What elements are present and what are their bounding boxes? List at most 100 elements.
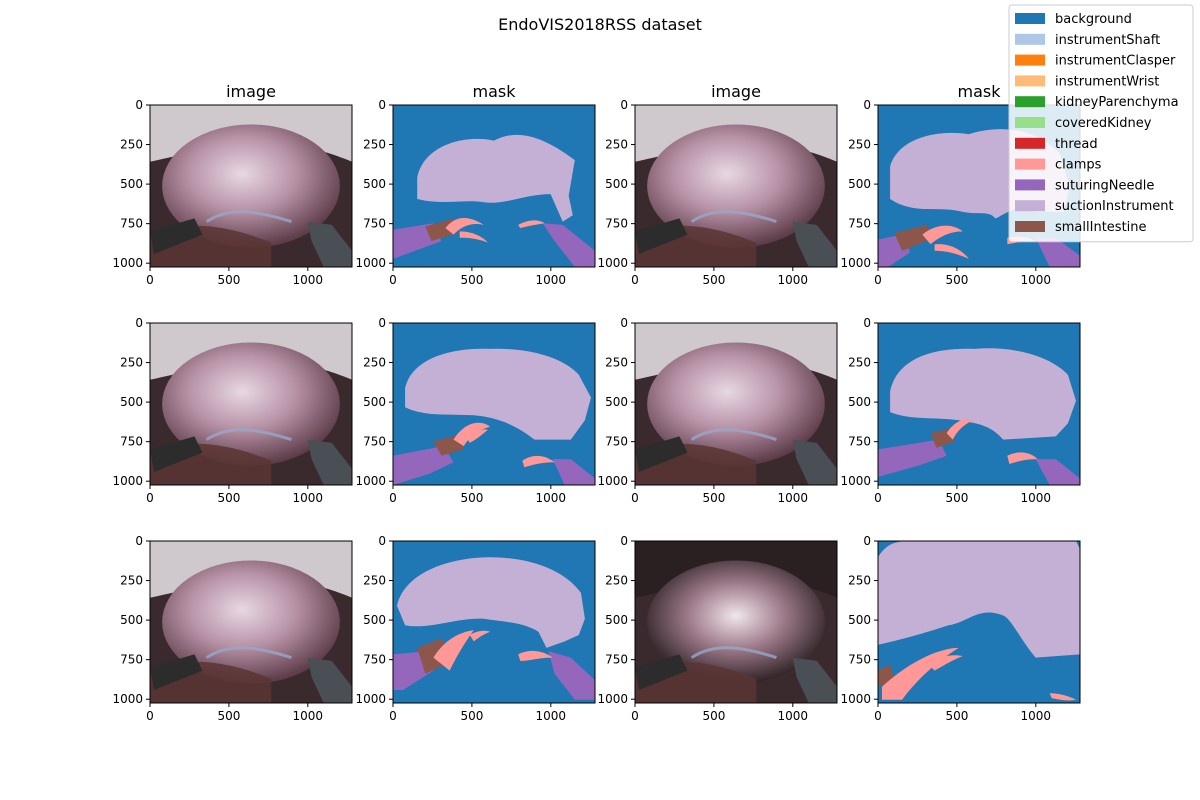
y-tick-label: 500 <box>363 177 386 191</box>
y-tick-label: 1000 <box>597 474 628 488</box>
image-instrument-right <box>307 657 352 703</box>
mask-suturing-needle <box>542 223 595 267</box>
x-tick-label: 500 <box>945 273 968 287</box>
y-tick-label: 0 <box>620 98 628 112</box>
mask-suction-instrument <box>397 557 585 648</box>
legend-label: instrumentShaft <box>1055 33 1160 48</box>
mask-clamps <box>1049 693 1076 701</box>
y-tick-label: 0 <box>620 534 628 548</box>
image-thread <box>690 646 777 660</box>
y-tick-label: 500 <box>605 177 628 191</box>
y-tick-label: 250 <box>363 138 386 152</box>
x-tick-label: 1000 <box>1021 491 1052 505</box>
y-tick-label: 500 <box>120 613 143 627</box>
x-tick-label: 1000 <box>293 491 324 505</box>
x-tick-label: 0 <box>631 273 639 287</box>
y-tick-label: 1000 <box>355 474 386 488</box>
axes-frame <box>149 322 353 486</box>
x-tick-label: 1000 <box>293 273 324 287</box>
y-tick-label: 500 <box>605 395 628 409</box>
legend-swatch <box>1015 13 1045 24</box>
image-instrument-right <box>792 439 837 485</box>
axes-frame <box>392 104 596 268</box>
legend-label: suctionInstrument <box>1055 199 1174 214</box>
mask-clamps <box>459 231 488 243</box>
y-tick-label: 750 <box>363 653 386 667</box>
mask-clamps <box>467 429 488 443</box>
axes-frame <box>877 322 1081 486</box>
y-tick-label: 0 <box>135 98 143 112</box>
column-title: mask <box>473 82 517 101</box>
mask-clamps <box>522 455 555 468</box>
x-tick-label: 500 <box>702 709 725 723</box>
legend-label: instrumentWrist <box>1055 74 1159 89</box>
image-instrument-left <box>150 436 203 472</box>
y-tick-label: 1000 <box>112 474 143 488</box>
x-tick-label: 0 <box>874 491 882 505</box>
y-tick-label: 250 <box>120 574 143 588</box>
x-tick-label: 1000 <box>536 273 567 287</box>
image-instrument-right <box>792 657 837 703</box>
image-instrument-right <box>792 221 837 267</box>
x-tick-label: 500 <box>702 273 725 287</box>
x-tick-label: 500 <box>460 491 483 505</box>
y-tick-label: 1000 <box>840 474 871 488</box>
mask-suturing-needle <box>548 651 595 700</box>
axes-frame <box>149 540 353 704</box>
y-tick-label: 0 <box>135 534 143 548</box>
y-tick-label: 0 <box>863 98 871 112</box>
y-tick-label: 1000 <box>112 692 143 706</box>
image-kidney <box>162 124 340 248</box>
image-thread <box>690 210 777 224</box>
y-tick-label: 750 <box>848 435 871 449</box>
axes-frame <box>877 540 1081 704</box>
image-thread <box>690 428 777 442</box>
x-tick-label: 500 <box>702 491 725 505</box>
mask-suturing-needle <box>1035 237 1080 267</box>
y-tick-label: 250 <box>848 574 871 588</box>
mask-suturing-needle <box>552 459 595 485</box>
x-tick-label: 0 <box>874 273 882 287</box>
mask-clamps <box>928 655 963 671</box>
y-tick-label: 750 <box>848 653 871 667</box>
y-tick-label: 750 <box>120 217 143 231</box>
image-instrument-right <box>307 439 352 485</box>
y-tick-label: 750 <box>363 217 386 231</box>
y-tick-label: 1000 <box>840 692 871 706</box>
x-tick-label: 1000 <box>293 709 324 723</box>
axes-frame <box>634 104 838 268</box>
mask-suturing-needle <box>393 446 454 485</box>
legend-swatch <box>1015 117 1045 128</box>
image-thread <box>205 210 292 224</box>
legend-swatch <box>1015 96 1045 108</box>
y-tick-label: 250 <box>120 138 143 152</box>
x-tick-label: 500 <box>460 273 483 287</box>
image-instrument-right <box>307 221 352 267</box>
image-instrument-left <box>150 218 203 254</box>
x-tick-label: 500 <box>945 709 968 723</box>
legend-label: suturingNeedle <box>1055 178 1154 193</box>
x-tick-label: 500 <box>217 491 240 505</box>
x-tick-label: 0 <box>631 491 639 505</box>
mask-clamps <box>518 220 545 229</box>
y-tick-label: 0 <box>620 316 628 330</box>
mask-suction-instrument <box>417 134 575 222</box>
legend-swatch <box>1015 158 1045 170</box>
x-tick-label: 0 <box>389 709 397 723</box>
mask-suction-instrument <box>890 348 1076 440</box>
mask-small-intestine <box>894 224 935 251</box>
x-tick-label: 0 <box>389 491 397 505</box>
x-tick-label: 1000 <box>536 709 567 723</box>
image-instrument-left <box>635 654 688 690</box>
y-tick-label: 1000 <box>355 692 386 706</box>
